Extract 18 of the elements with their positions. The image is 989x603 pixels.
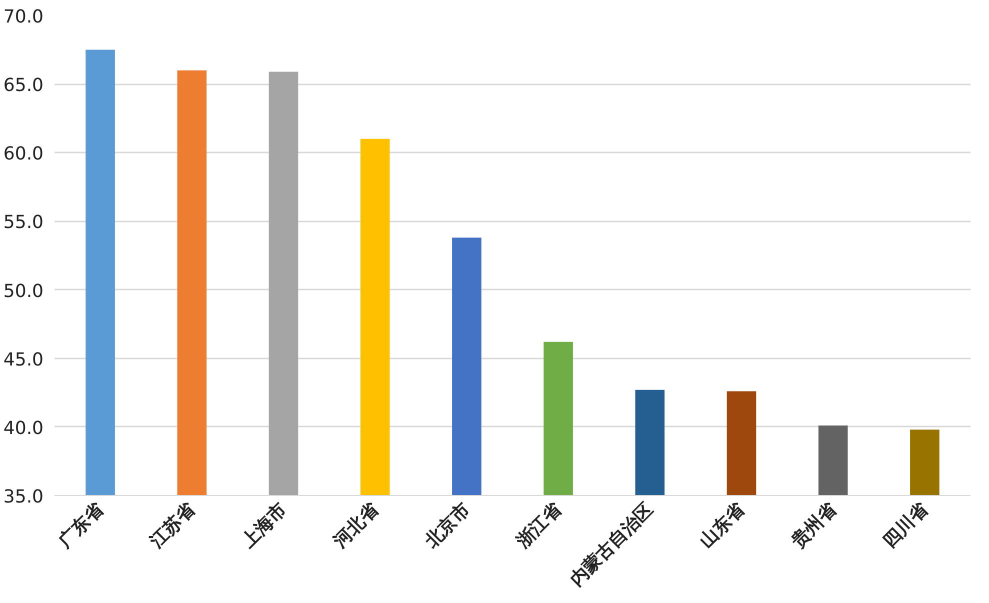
x-tick-label: 河北省 <box>328 498 384 553</box>
x-tick-label: 浙江省 <box>512 498 566 553</box>
x-tick-label: 山东省 <box>696 498 750 552</box>
x-tick-label: 上海市 <box>237 499 291 553</box>
y-tick-label: 45.0 <box>3 349 44 370</box>
y-tick-label: 40.0 <box>3 418 44 439</box>
y-tick-label: 65.0 <box>3 75 44 96</box>
x-tick-label: 四川省 <box>879 498 933 552</box>
x-tick-label: 广东省 <box>54 498 108 553</box>
y-tick-label: 55.0 <box>3 212 44 234</box>
x-tick-label: 内蒙古自治区 <box>566 499 658 590</box>
y-tick-label: 70.0 <box>3 6 44 28</box>
x-tick-label: 北京市 <box>420 499 474 553</box>
x-tick-label: 贵州省 <box>786 498 842 553</box>
y-tick-label: 60.0 <box>3 144 44 165</box>
y-tick-label: 35.0 <box>3 486 44 508</box>
x-tick-label: 江苏省 <box>146 498 200 553</box>
y-tick-label: 50.0 <box>3 280 44 302</box>
